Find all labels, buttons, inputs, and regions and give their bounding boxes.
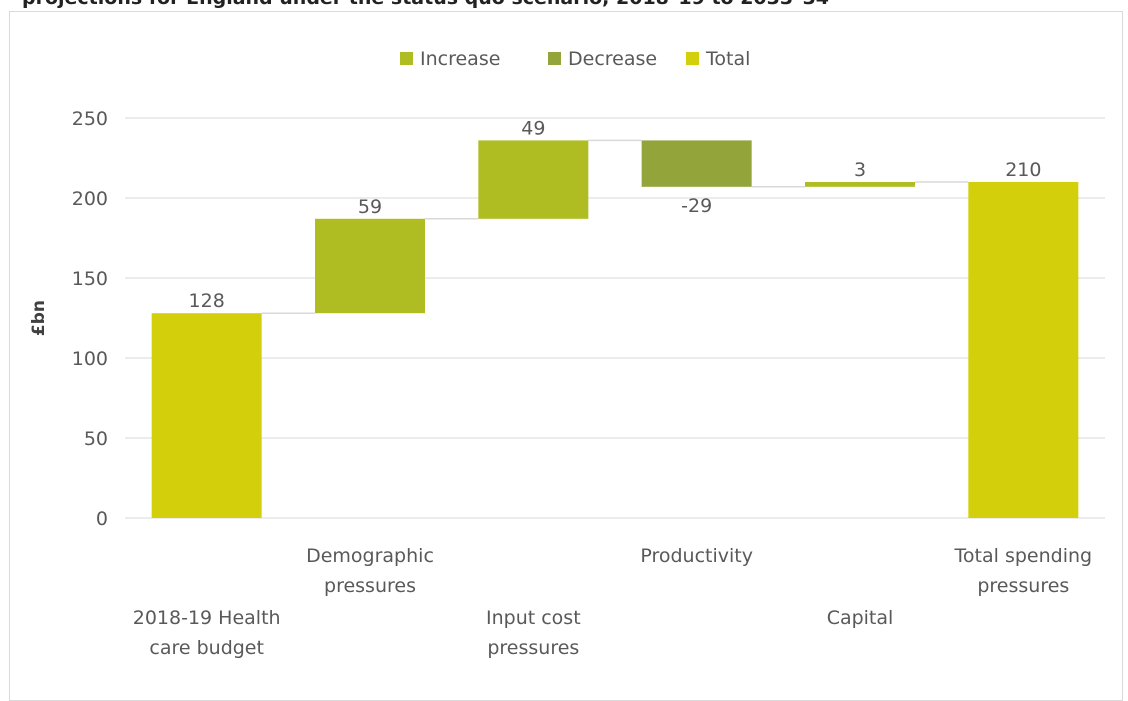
y-tick-label: 250 — [72, 108, 108, 130]
data-label: -29 — [681, 195, 712, 217]
bar-increase — [478, 140, 589, 219]
x-category-label: 2018-19 Health — [133, 607, 281, 629]
legend-label: Decrease — [568, 48, 657, 70]
x-category-label: Input cost — [486, 607, 581, 629]
bar-decrease — [641, 140, 752, 187]
data-label: 210 — [1005, 159, 1041, 181]
y-tick-label: 200 — [72, 188, 108, 210]
x-category-label: pressures — [487, 637, 579, 659]
data-label: 128 — [189, 290, 225, 312]
x-category-label: care budget — [149, 637, 264, 659]
y-tick-label: 0 — [96, 508, 108, 530]
bar-increase — [315, 218, 425, 314]
legend-label: Increase — [420, 48, 500, 70]
legend-swatch-total — [686, 52, 699, 65]
legend-swatch-decrease — [548, 52, 561, 65]
x-category-label: Total spending — [954, 545, 1093, 567]
data-label: 3 — [854, 159, 866, 181]
chart-title: projections for England under the status… — [22, 0, 829, 9]
legend-label: Total — [705, 48, 750, 70]
x-category-label: pressures — [324, 575, 416, 597]
y-axis-title: £bn — [29, 300, 49, 336]
bar-total — [968, 182, 1079, 518]
y-tick-label: 100 — [72, 348, 108, 370]
data-label: 49 — [521, 117, 545, 139]
legend-swatch-increase — [400, 52, 413, 65]
x-category-label: pressures — [977, 575, 1069, 597]
data-label: 59 — [358, 196, 382, 218]
x-category-label: Capital — [827, 607, 894, 629]
y-tick-label: 50 — [84, 428, 108, 450]
bar-total — [151, 313, 262, 518]
x-category-label: Demographic — [306, 545, 434, 567]
x-category-label: Productivity — [640, 545, 753, 567]
y-tick-label: 150 — [72, 268, 108, 290]
bar-increase — [805, 182, 915, 187]
